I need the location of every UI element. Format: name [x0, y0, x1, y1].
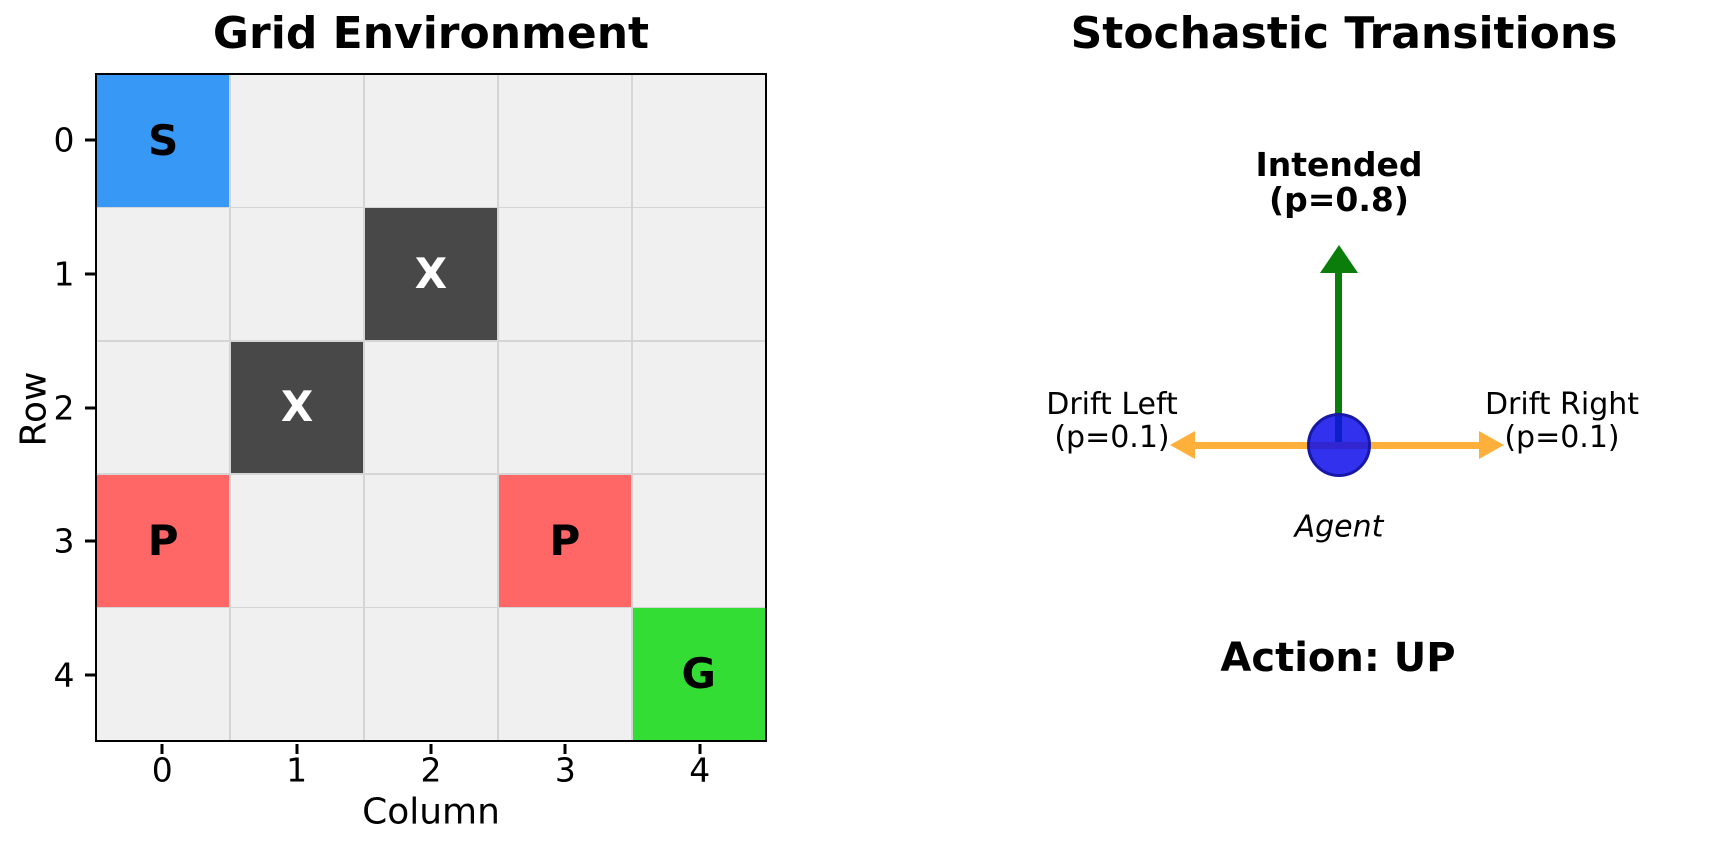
x-tick-label: 4 [689, 750, 711, 790]
agent-label: Agent [1294, 509, 1384, 545]
grid-cell-empty [364, 341, 498, 474]
grid-cell-x: X [230, 341, 364, 474]
grid-cell-p: P [498, 474, 632, 607]
grid-cell-p: P [97, 474, 230, 607]
x-tick-mark [698, 744, 702, 754]
x-axis-label: Column [362, 791, 500, 833]
x-tick-label: 2 [420, 750, 442, 790]
y-tick-mark [85, 406, 95, 409]
y-tick-label: 2 [53, 388, 75, 427]
drift-right-probability-label: Drift Right (p=0.1) [1484, 387, 1640, 455]
x-tick-label: 3 [554, 750, 576, 790]
action-label: Action: UP [1220, 635, 1456, 681]
x-tick-label: 0 [151, 750, 173, 790]
x-tick-mark [563, 744, 567, 754]
grid-cell-s: S [97, 75, 230, 207]
y-tick-label: 1 [53, 254, 75, 294]
agent-marker [1307, 413, 1371, 477]
grid-cell-empty [498, 75, 632, 207]
x-tick-mark [429, 744, 433, 754]
stochastic-transitions-title: Stochastic Transitions [1070, 8, 1618, 59]
intended-arrow-up-icon [1320, 245, 1358, 273]
grid-cell-empty [230, 208, 364, 341]
grid-cell-x: X [364, 208, 498, 341]
grid-cell-empty [97, 208, 230, 341]
grid-cell-g: G [632, 608, 765, 740]
x-tick-mark [160, 744, 164, 754]
grid-cell-empty [364, 474, 498, 607]
x-tick-mark [295, 744, 299, 754]
y-tick-mark [85, 539, 95, 543]
y-tick-label: 0 [53, 120, 75, 160]
y-tick-label: 4 [53, 655, 75, 695]
grid-cell-empty [364, 608, 498, 740]
x-tick-label: 1 [286, 750, 308, 790]
y-tick-label: 3 [53, 521, 75, 561]
grid-cell-empty [498, 208, 632, 341]
grid-cell-empty [632, 341, 765, 474]
drift-arrow-right-icon [1479, 431, 1504, 459]
grid-cell-empty [97, 608, 230, 740]
grid-cell-empty [230, 608, 364, 740]
grid-cell-empty [498, 608, 632, 740]
grid-cell-empty [364, 75, 498, 207]
grid-cell-empty [498, 341, 632, 474]
grid-cell-empty [97, 341, 230, 474]
intended-arrow-stem [1335, 270, 1342, 446]
y-tick-mark [85, 272, 95, 276]
drift-left-probability-label: Drift Left (p=0.1) [1046, 387, 1178, 455]
y-tick-mark [85, 673, 95, 677]
grid-cell-empty [632, 75, 765, 207]
drift-arrow-left-icon [1170, 431, 1195, 459]
grid-cell-empty [632, 474, 765, 607]
grid-cell-empty [230, 474, 364, 607]
y-axis-label: Row [13, 371, 55, 447]
intended-probability-label: Intended (p=0.8) [1255, 145, 1423, 219]
y-tick-mark [85, 138, 95, 142]
grid-cell-empty [632, 208, 765, 341]
grid-cell-empty [230, 75, 364, 207]
grid-environment-title: Grid Environment [212, 8, 650, 59]
